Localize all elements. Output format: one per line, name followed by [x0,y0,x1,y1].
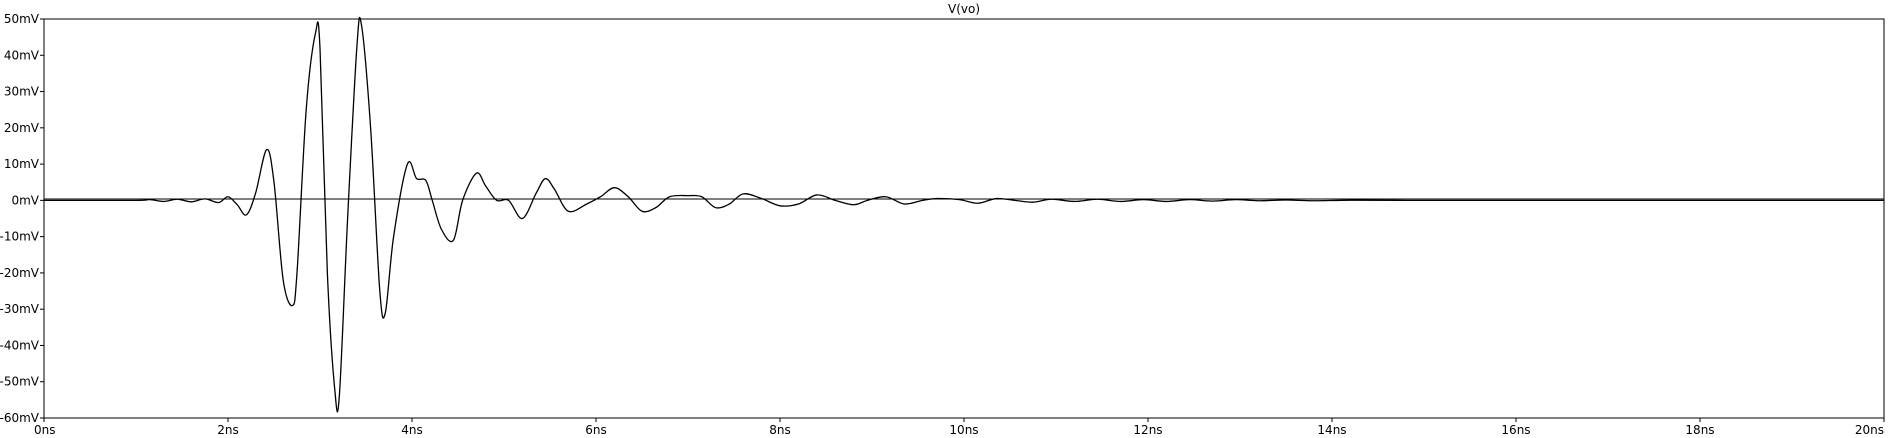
y-tick-label: 10mV [4,157,40,171]
x-tick-label: 14ns [1317,423,1346,437]
y-tick-label: 50mV [4,12,40,26]
series-line [43,16,1884,413]
chart-title: V(vo) [948,2,980,16]
x-tick-label: 0ns [34,423,56,437]
y-tick-label: -10mV [0,230,40,244]
x-tick-label: 16ns [1501,423,1530,437]
y-tick-label: 20mV [4,121,40,135]
y-tick-label: 0mV [11,193,39,207]
x-axis: 0ns 2ns 4ns 6ns 8ns 10ns 12ns 14ns 16ns 18ns 20ns [34,418,1885,437]
y-tick-label: 30mV [4,85,40,99]
x-tick-label: 2ns [217,423,239,437]
y-tick-label: 40mV [4,48,40,62]
x-tick-label: 6ns [585,423,607,437]
x-tick-label: 18ns [1685,423,1714,437]
y-axis: 50mV 40mV 30mV 20mV 10mV 0mV -10mV -20mV -30mV -4… [0,12,44,425]
y-tick-label: -20mV [0,266,40,280]
y-tick-label: -30mV [0,302,40,316]
x-tick-label: 10ns [949,423,978,437]
x-tick-label: 4ns [401,423,423,437]
x-tick-label: 12ns [1133,423,1162,437]
y-tick-label: -60mV [0,411,40,425]
plot-frame [43,18,1885,419]
y-tick-label: -50mV [0,375,40,389]
x-tick-label: 8ns [769,423,791,437]
x-tick-label: 20ns [1855,423,1884,437]
y-tick-label: -40mV [0,338,40,352]
